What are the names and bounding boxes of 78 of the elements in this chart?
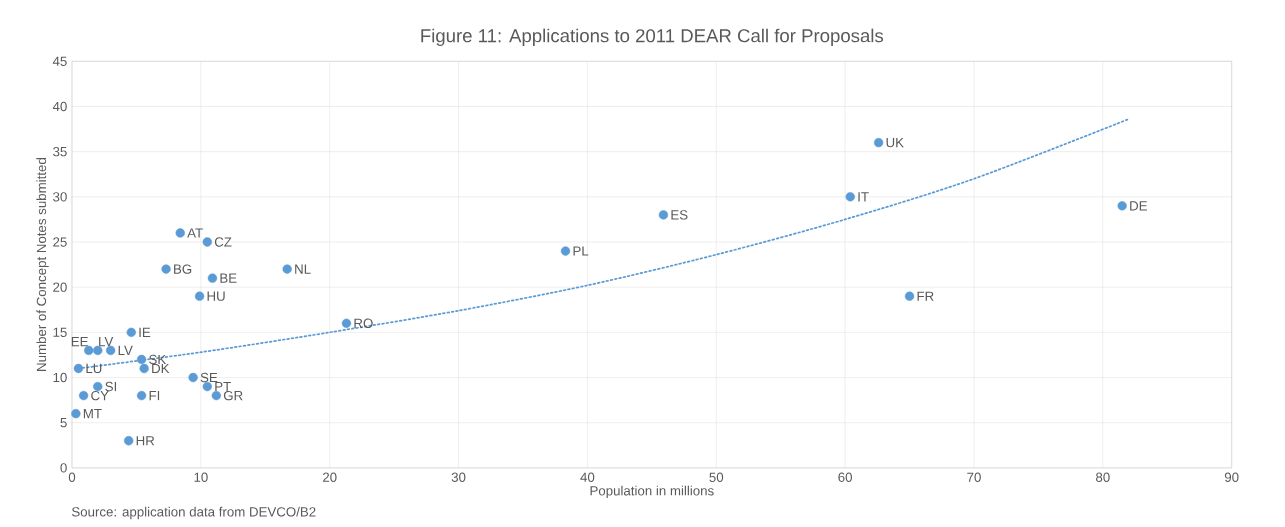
point [93, 382, 103, 392]
annotation: BG [174, 264, 192, 275]
annotation: LU [86, 364, 102, 374]
x-tick-label: 80 [1096, 472, 1110, 483]
x-tick-label: 60 [838, 472, 852, 483]
annotation: IT [858, 192, 869, 202]
point [211, 391, 221, 401]
x-tick-label: 20 [322, 472, 337, 483]
point [1117, 201, 1127, 211]
point [73, 364, 84, 374]
annotation: ES [671, 210, 688, 220]
annotation: UK [886, 138, 904, 148]
point [124, 436, 134, 446]
annotation: EE [71, 337, 88, 347]
y-tick-label: 45 [52, 56, 67, 67]
x-tick-label: 10 [194, 472, 208, 483]
annotation: FI [149, 391, 160, 401]
y-tick-label: 30 [53, 192, 67, 202]
point [282, 264, 292, 275]
source-note: Source: application data from DEVCO/B2 [71, 507, 316, 520]
point [845, 192, 855, 202]
y-tick-label: 20 [53, 282, 67, 293]
point [207, 273, 218, 284]
annotation: DE [1130, 201, 1147, 211]
annotation: HR [136, 436, 155, 446]
annotation: LV [99, 337, 114, 347]
annotation: MT [83, 409, 102, 419]
x-tick-label: 70 [967, 472, 981, 483]
annotation: PT [215, 382, 231, 392]
point [202, 237, 212, 247]
chart-title: Figure 11: Applications to 2011 DEAR Call for Proposals [421, 28, 884, 47]
y-tick-label: 15 [53, 327, 67, 338]
point [194, 291, 205, 302]
point [658, 210, 669, 220]
point [873, 138, 884, 148]
y-tick-label: 40 [52, 102, 67, 112]
annotation: HU [207, 291, 225, 302]
x-tick-label: 50 [709, 472, 724, 483]
point [904, 291, 915, 302]
point [175, 228, 185, 238]
annotation: DK [152, 364, 170, 374]
point [188, 373, 198, 383]
x-tick-label: 40 [580, 472, 595, 483]
point [126, 327, 136, 338]
y-tick-label: 10 [53, 373, 67, 383]
annotation: RO [354, 318, 373, 329]
point [84, 345, 94, 356]
x-tick-label: 30 [451, 472, 466, 483]
annotation: LV [118, 346, 133, 356]
point [341, 318, 352, 329]
x-tick-label: 90 [1224, 472, 1239, 483]
point [136, 355, 147, 365]
annotation: PL [573, 246, 589, 256]
annotation: GR [223, 391, 243, 401]
x-tick-label: 0 [68, 472, 76, 483]
annotation: BE [220, 273, 237, 283]
annotation: SI [105, 382, 117, 392]
point [139, 364, 149, 374]
point [93, 345, 103, 356]
point [78, 391, 89, 401]
point [202, 382, 212, 392]
annotation: CZ [214, 237, 232, 247]
y-axis-title: Number of Concept Notes submitted [36, 158, 49, 372]
y-tick-label: 5 [60, 418, 67, 428]
point [136, 391, 147, 401]
point [161, 264, 171, 275]
y-tick-label: 0 [60, 463, 67, 473]
x-axis-title: Population in millions [590, 485, 714, 499]
annotation: CY [91, 391, 109, 401]
point [560, 246, 571, 256]
annotation: NL [295, 264, 311, 274]
annotation: AT [187, 228, 203, 238]
annotation: IE [139, 328, 151, 338]
annotation: SE [200, 373, 218, 383]
y-tick-label: 25 [53, 237, 67, 247]
y-tick-label: 35 [53, 147, 67, 157]
point [71, 409, 81, 419]
annotation: FR [917, 291, 934, 302]
